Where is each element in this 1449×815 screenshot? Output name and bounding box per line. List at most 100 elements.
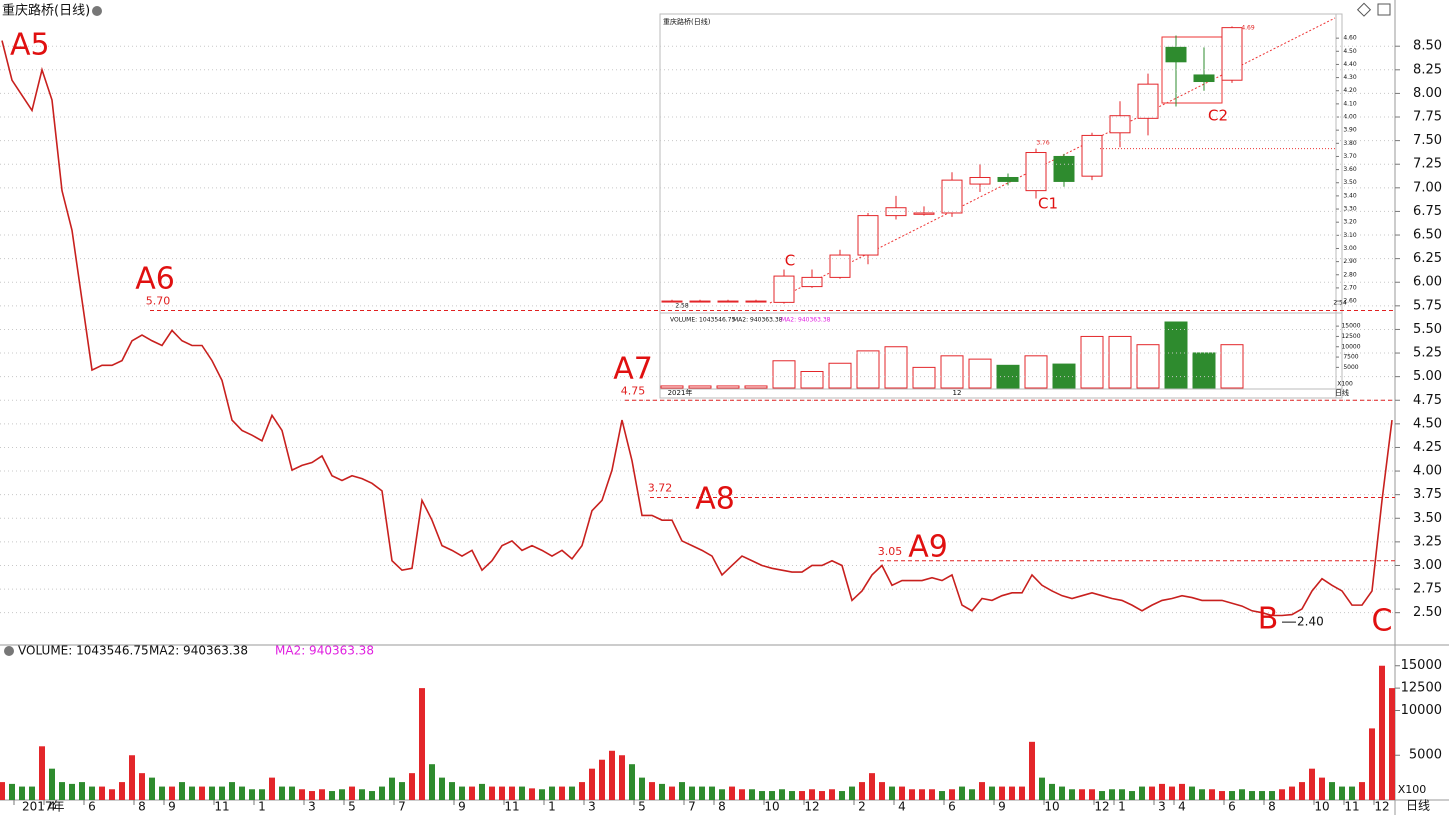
volume-bar	[1149, 786, 1155, 800]
volume-bar	[959, 786, 965, 800]
inset-y-tick-label: 3.00	[1343, 245, 1357, 252]
x-tick-label: 9	[168, 800, 176, 814]
x-tick-label: 8	[1268, 800, 1276, 814]
volume-bar	[909, 789, 915, 800]
level-label: 3.72	[648, 481, 673, 494]
volume-bar	[629, 764, 635, 800]
candle-body	[717, 300, 739, 303]
x-tick-label: 11	[214, 800, 229, 814]
volume-bar	[1109, 789, 1115, 800]
volume-bar	[979, 782, 985, 800]
inset-y-tick-label: 3.50	[1343, 179, 1357, 186]
volume-bar	[709, 786, 715, 800]
volume-bar	[419, 688, 425, 800]
inset-volume-bar	[912, 366, 936, 389]
y-tick-label: 6.25	[1413, 251, 1442, 266]
inset-y-tick-label: 4.00	[1343, 114, 1357, 121]
volume-bar	[219, 786, 225, 800]
inset-volume-bar	[1220, 344, 1244, 389]
annotation: C	[1372, 604, 1393, 639]
volume-bar	[829, 789, 835, 800]
candle-body	[689, 300, 711, 303]
volume-bar	[29, 786, 35, 800]
y-tick-label: 6.50	[1413, 228, 1442, 243]
inset-y-tick-label: 4.40	[1343, 61, 1357, 68]
x-tick-label: 12	[1094, 800, 1109, 814]
candle-body	[1165, 46, 1187, 63]
volume-bar	[309, 791, 315, 800]
volume-bar	[229, 782, 235, 800]
volume-bar	[249, 789, 255, 800]
inset-x-label: 2021年	[668, 388, 693, 397]
y-tick-label: 15000	[1401, 658, 1442, 673]
volume-bar	[19, 786, 25, 800]
volume-bar	[139, 773, 145, 800]
level-label: 3.05	[878, 545, 903, 558]
volume-bar	[899, 786, 905, 800]
y-tick-label: 3.00	[1413, 558, 1442, 573]
x-tick-label: 6	[88, 800, 96, 814]
annotation: A8	[695, 482, 735, 517]
volume-bar	[189, 786, 195, 800]
annotation: A7	[613, 352, 653, 387]
volume-bar	[339, 789, 345, 800]
volume-bar	[879, 782, 885, 800]
inset-volume-bar	[1164, 321, 1188, 389]
volume-bar	[999, 786, 1005, 800]
volume-bar	[669, 786, 675, 800]
volume-bar	[1029, 741, 1035, 800]
volume-bar	[729, 786, 735, 800]
x-tick-label: 9	[458, 800, 466, 814]
x-tick-label: 9	[998, 800, 1006, 814]
volume-bar	[549, 786, 555, 800]
y-tick-label: 8.50	[1413, 39, 1442, 54]
volume-header: MA2: 940363.38	[275, 644, 374, 658]
y-tick-label: 4.50	[1413, 416, 1442, 431]
volume-bar	[859, 782, 865, 800]
volume-bar	[749, 789, 755, 800]
volume-bar	[449, 782, 455, 800]
volume-bar	[379, 786, 385, 800]
diamond-icon[interactable]	[1356, 2, 1372, 17]
volume-bar	[1159, 783, 1165, 800]
inset-volume-bar	[716, 385, 740, 389]
volume-bar	[89, 786, 95, 800]
volume-bar	[159, 786, 165, 800]
volume-bar	[59, 782, 65, 800]
volume-bar	[799, 791, 805, 800]
inset-volume-bar	[1024, 355, 1048, 389]
volume-bar	[569, 786, 575, 800]
y-tick-label: 7.25	[1413, 157, 1442, 172]
y-tick-label: 5.00	[1413, 369, 1442, 384]
x-tick-label: 5	[638, 800, 646, 814]
x-tick-label: 12	[1374, 800, 1389, 814]
volume-bar	[1209, 789, 1215, 800]
y-tick-label: 3.25	[1413, 534, 1442, 549]
y-tick-label: 7.50	[1413, 133, 1442, 148]
y-tick-label: 3.50	[1413, 511, 1442, 526]
volume-bar	[259, 789, 265, 800]
volume-bar	[1019, 786, 1025, 800]
y-tick-label: 10000	[1401, 703, 1442, 718]
volume-bar	[969, 789, 975, 800]
x-tick-label: 1	[1118, 800, 1126, 814]
volume-bar	[719, 789, 725, 800]
window-icon[interactable]	[1377, 3, 1391, 16]
dropdown-icon[interactable]	[4, 646, 14, 656]
level-label: 4.75	[621, 384, 646, 397]
volume-bar	[559, 786, 565, 800]
dropdown-icon[interactable]	[92, 6, 102, 16]
volume-bar	[939, 791, 945, 800]
volume-bar	[579, 782, 585, 800]
volume-bar	[529, 788, 535, 800]
y-tick-label: 4.00	[1413, 464, 1442, 479]
level-label: 5.70	[146, 295, 171, 308]
inset-y-tick-label: 10000	[1341, 343, 1360, 350]
volume-bar	[459, 786, 465, 800]
volume-bar	[1089, 789, 1095, 800]
volume-bar	[1179, 783, 1185, 800]
volume-bar	[1199, 789, 1205, 800]
y-tick-label: 2.50	[1413, 605, 1442, 620]
inset-volume-header: MA2: 940363.38	[781, 317, 831, 324]
y-tick-label: 5.25	[1413, 346, 1442, 361]
